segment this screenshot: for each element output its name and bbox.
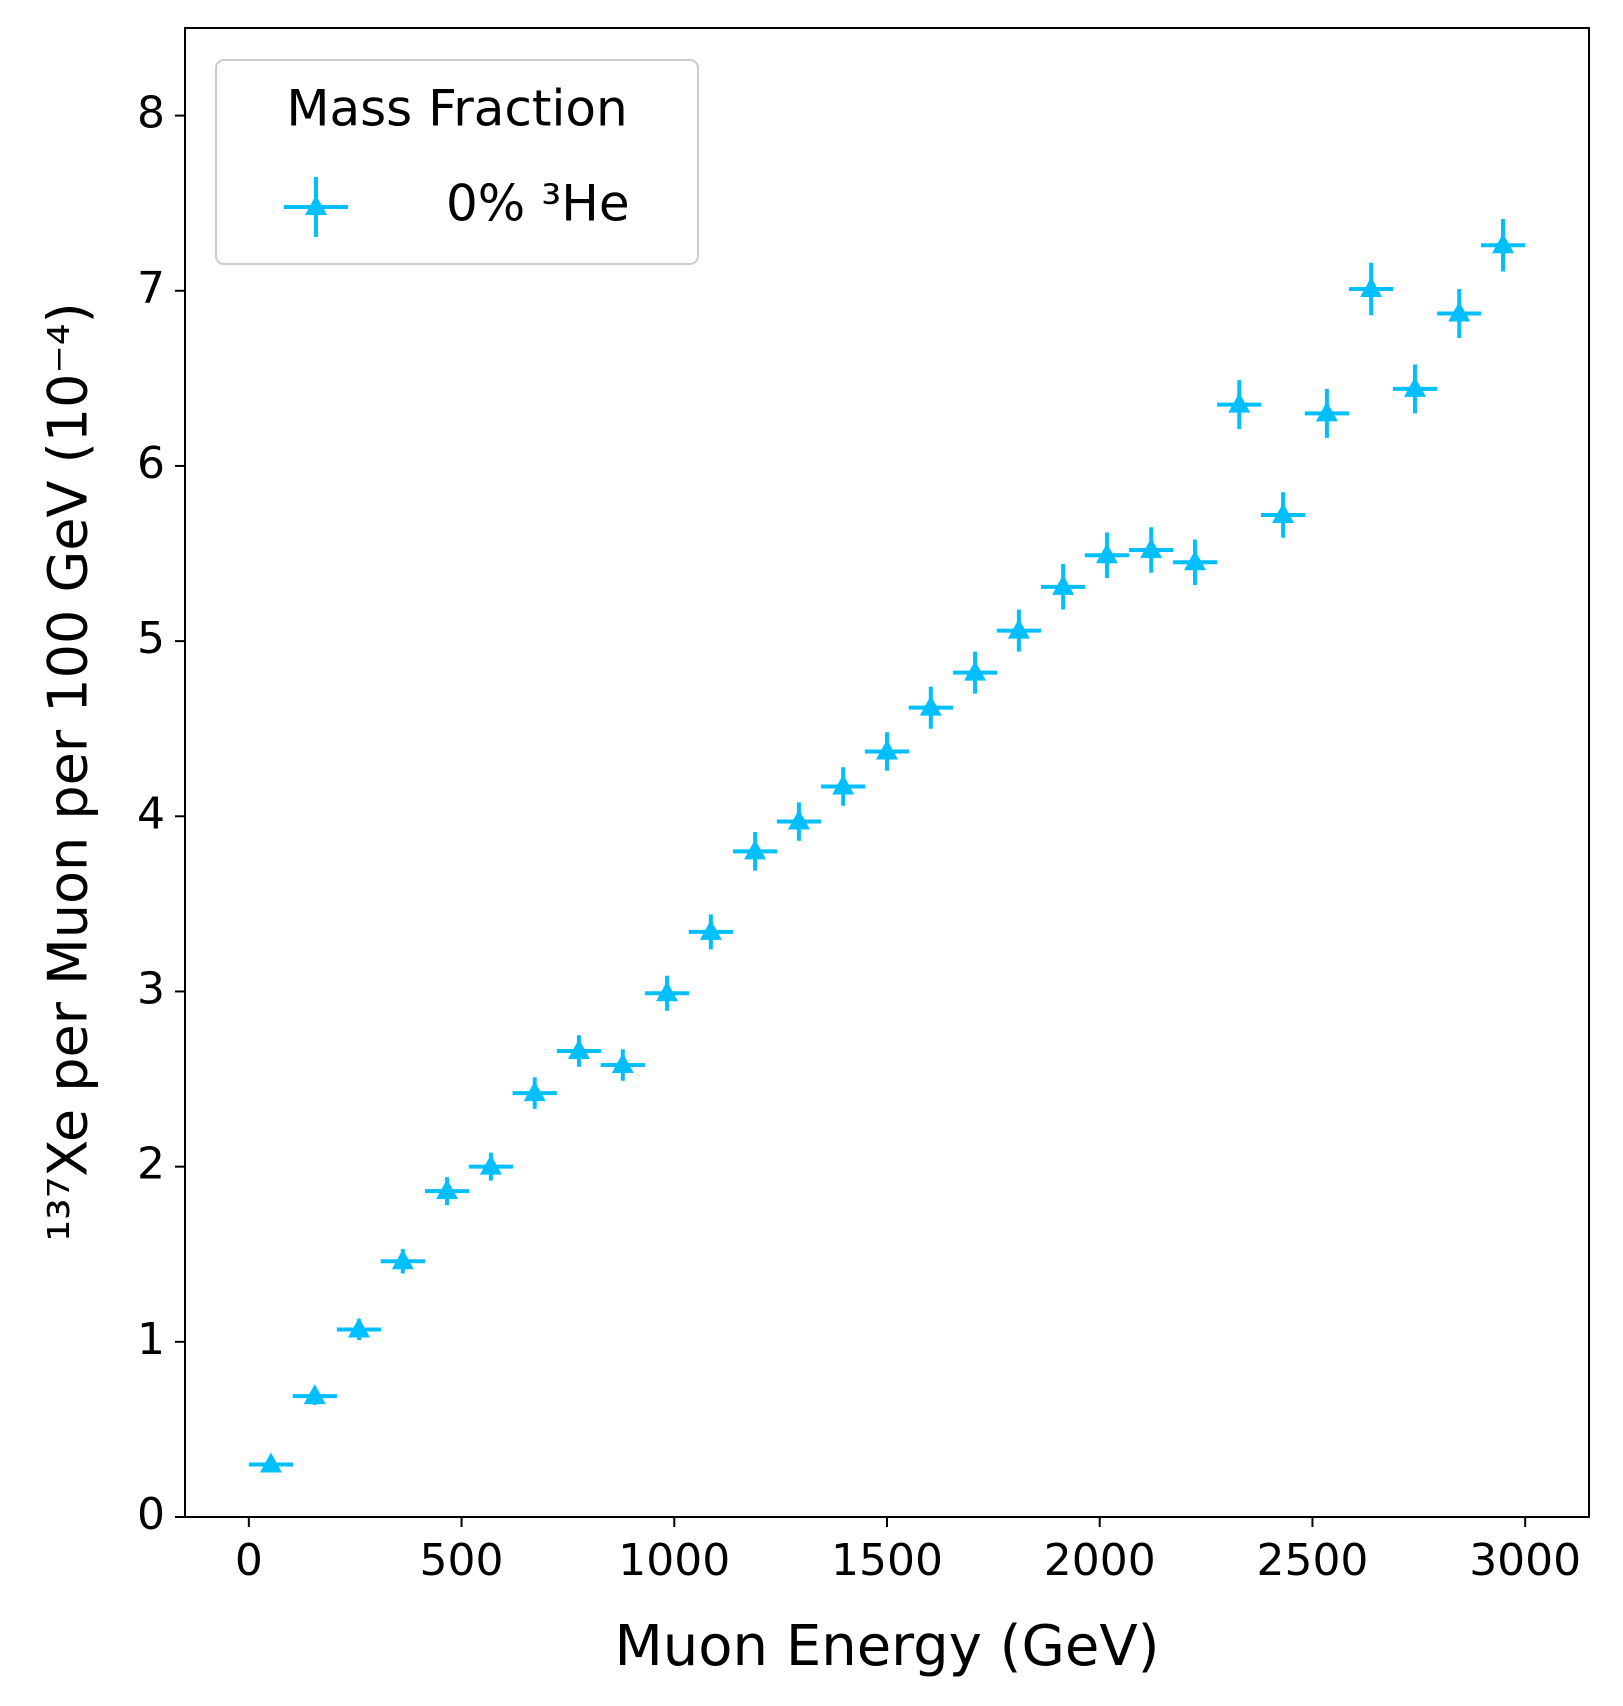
x-tick-label: 500 xyxy=(420,1535,504,1586)
marker xyxy=(436,1179,459,1200)
marker xyxy=(699,919,722,940)
x-tick-label: 2500 xyxy=(1256,1535,1368,1586)
x-tick-label: 1000 xyxy=(618,1535,730,1586)
marker xyxy=(479,1154,502,1175)
legend-swatch xyxy=(305,195,327,215)
marker xyxy=(611,1053,634,1074)
marker xyxy=(1095,543,1118,564)
marker xyxy=(964,660,987,681)
marker xyxy=(876,739,898,760)
marker xyxy=(348,1317,371,1338)
y-tick-label: 3 xyxy=(137,963,165,1014)
marker xyxy=(1403,376,1426,397)
marker xyxy=(391,1249,414,1270)
plot-frame xyxy=(184,27,1590,1518)
marker xyxy=(744,839,767,860)
y-tick-label: 2 xyxy=(137,1139,165,1190)
marker xyxy=(1184,550,1207,571)
marker xyxy=(1448,301,1471,322)
marker xyxy=(832,774,855,795)
marker xyxy=(1228,392,1251,413)
y-axis-label: ¹³⁷Xe per Muon per 100 GeV (10⁻⁴) xyxy=(37,302,100,1241)
legend-title: Mass Fraction xyxy=(286,80,627,138)
marker xyxy=(567,1039,590,1060)
marker xyxy=(1315,401,1338,422)
marker xyxy=(259,1452,282,1473)
marker xyxy=(656,981,679,1002)
legend-label: 0% ³He xyxy=(446,175,630,233)
y-tick-label: 8 xyxy=(137,88,165,139)
y-tick-label: 4 xyxy=(137,788,165,839)
marker xyxy=(1007,618,1030,639)
y-tick-label: 1 xyxy=(137,1314,165,1365)
y-tick-label: 7 xyxy=(137,263,165,314)
marker xyxy=(787,809,810,830)
marker xyxy=(1492,233,1515,254)
y-tick-label: 0 xyxy=(137,1489,165,1540)
x-tick-label: 0 xyxy=(235,1535,263,1586)
marker xyxy=(919,695,942,716)
marker xyxy=(303,1384,326,1405)
x-tick-label: 2000 xyxy=(1044,1535,1156,1586)
marker xyxy=(1140,538,1163,559)
y-tick-label: 5 xyxy=(137,613,165,664)
y-tick-label: 6 xyxy=(137,438,165,489)
marker xyxy=(1052,574,1075,595)
marker xyxy=(523,1081,546,1102)
marker xyxy=(1360,277,1383,298)
x-tick-label: 3000 xyxy=(1469,1535,1581,1586)
legend-box xyxy=(215,59,699,265)
x-axis-label: Muon Energy (GeV) xyxy=(614,1614,1159,1679)
marker xyxy=(1272,502,1295,523)
x-tick-label: 1500 xyxy=(831,1535,943,1586)
